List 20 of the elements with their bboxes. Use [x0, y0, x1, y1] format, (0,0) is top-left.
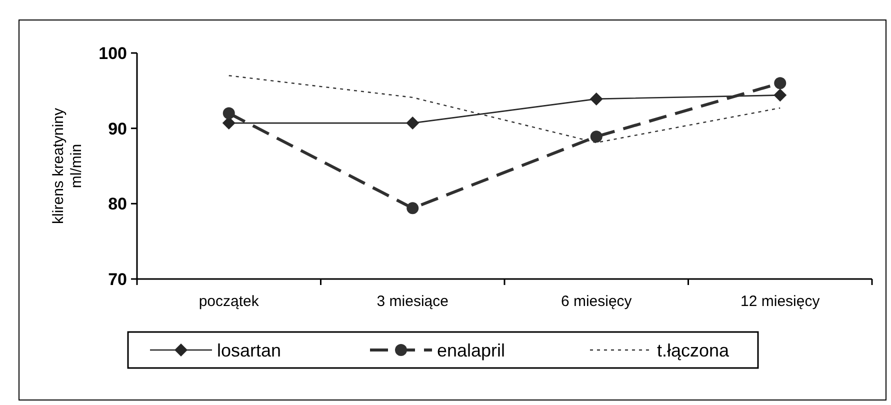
point: [406, 116, 420, 130]
point: [406, 202, 419, 214]
point: [590, 130, 602, 143]
legend-label: enalapril: [437, 340, 506, 360]
y-axis-title: klirens kreatyniny ml/min: [50, 108, 85, 224]
point: [774, 77, 786, 90]
y-tick-label: 100: [98, 44, 127, 63]
point: [222, 116, 236, 130]
x-tick-label: początek: [198, 293, 260, 310]
x-tick-label: 3 miesiące: [376, 293, 448, 310]
x-tick-label: 6 miesięcy: [560, 293, 632, 310]
y-tick-label: 70: [108, 270, 127, 289]
y-tick-label: 90: [108, 119, 127, 138]
point: [590, 92, 603, 106]
point: [222, 107, 235, 120]
point: [774, 88, 787, 102]
legend-label: t.łączona: [657, 340, 730, 360]
x-tick-label: 12 miesięcy: [740, 293, 820, 310]
y-tick-label: 80: [108, 194, 127, 214]
legend-label: losartan: [217, 340, 282, 360]
